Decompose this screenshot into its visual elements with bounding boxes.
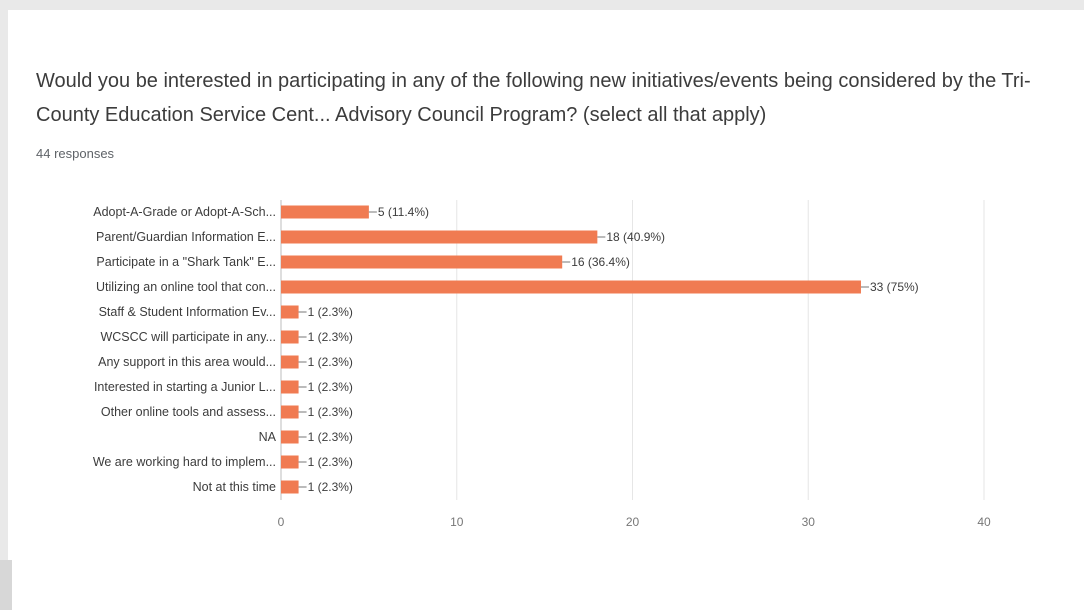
category-label: Staff & Student Information Ev... <box>99 305 276 319</box>
category-label: NA <box>259 430 277 444</box>
bar <box>281 230 598 244</box>
x-tick-label: 20 <box>626 515 640 529</box>
bar <box>281 305 299 319</box>
survey-card <box>8 10 1084 610</box>
data-label: 16 (36.4%) <box>571 255 630 269</box>
data-label: 1 (2.3%) <box>308 305 353 319</box>
category-label: Interested in starting a Junior L... <box>94 380 276 394</box>
bar <box>281 280 861 294</box>
bar <box>281 205 369 219</box>
category-label: WCSCC will participate in any... <box>100 330 276 344</box>
bar <box>281 405 299 419</box>
data-label: 1 (2.3%) <box>308 430 353 444</box>
category-label: Other online tools and assess... <box>101 405 276 419</box>
data-label: 33 (75%) <box>870 280 919 294</box>
bar <box>281 380 299 394</box>
category-label: Parent/Guardian Information E... <box>96 230 276 244</box>
data-label: 5 (11.4%) <box>378 205 429 219</box>
question-title: Would you be interested in participating… <box>36 70 1031 126</box>
shadow-edge <box>0 560 12 610</box>
response-count: 44 responses <box>36 146 115 161</box>
category-label: Participate in a "Shark Tank" E... <box>96 255 276 269</box>
bar <box>281 430 299 444</box>
bar <box>281 480 299 494</box>
bar <box>281 355 299 369</box>
data-label: 1 (2.3%) <box>308 480 353 494</box>
category-label: Adopt-A-Grade or Adopt-A-Sch... <box>93 205 276 219</box>
x-tick-label: 10 <box>450 515 464 529</box>
category-label: Any support in this area would... <box>98 355 276 369</box>
bar <box>281 330 299 344</box>
x-tick-label: 30 <box>802 515 816 529</box>
x-tick-label: 40 <box>977 515 991 529</box>
data-label: 1 (2.3%) <box>308 355 353 369</box>
category-label: We are working hard to implem... <box>93 455 276 469</box>
bar <box>281 255 563 269</box>
x-tick-label: 0 <box>278 515 285 529</box>
category-label: Not at this time <box>193 480 276 494</box>
data-label: 1 (2.3%) <box>308 455 353 469</box>
data-label: 1 (2.3%) <box>308 330 353 344</box>
data-label: 1 (2.3%) <box>308 380 353 394</box>
bar <box>281 455 299 469</box>
data-label: 1 (2.3%) <box>308 405 353 419</box>
category-label: Utilizing an online tool that con... <box>96 280 276 294</box>
data-label: 18 (40.9%) <box>606 230 665 244</box>
